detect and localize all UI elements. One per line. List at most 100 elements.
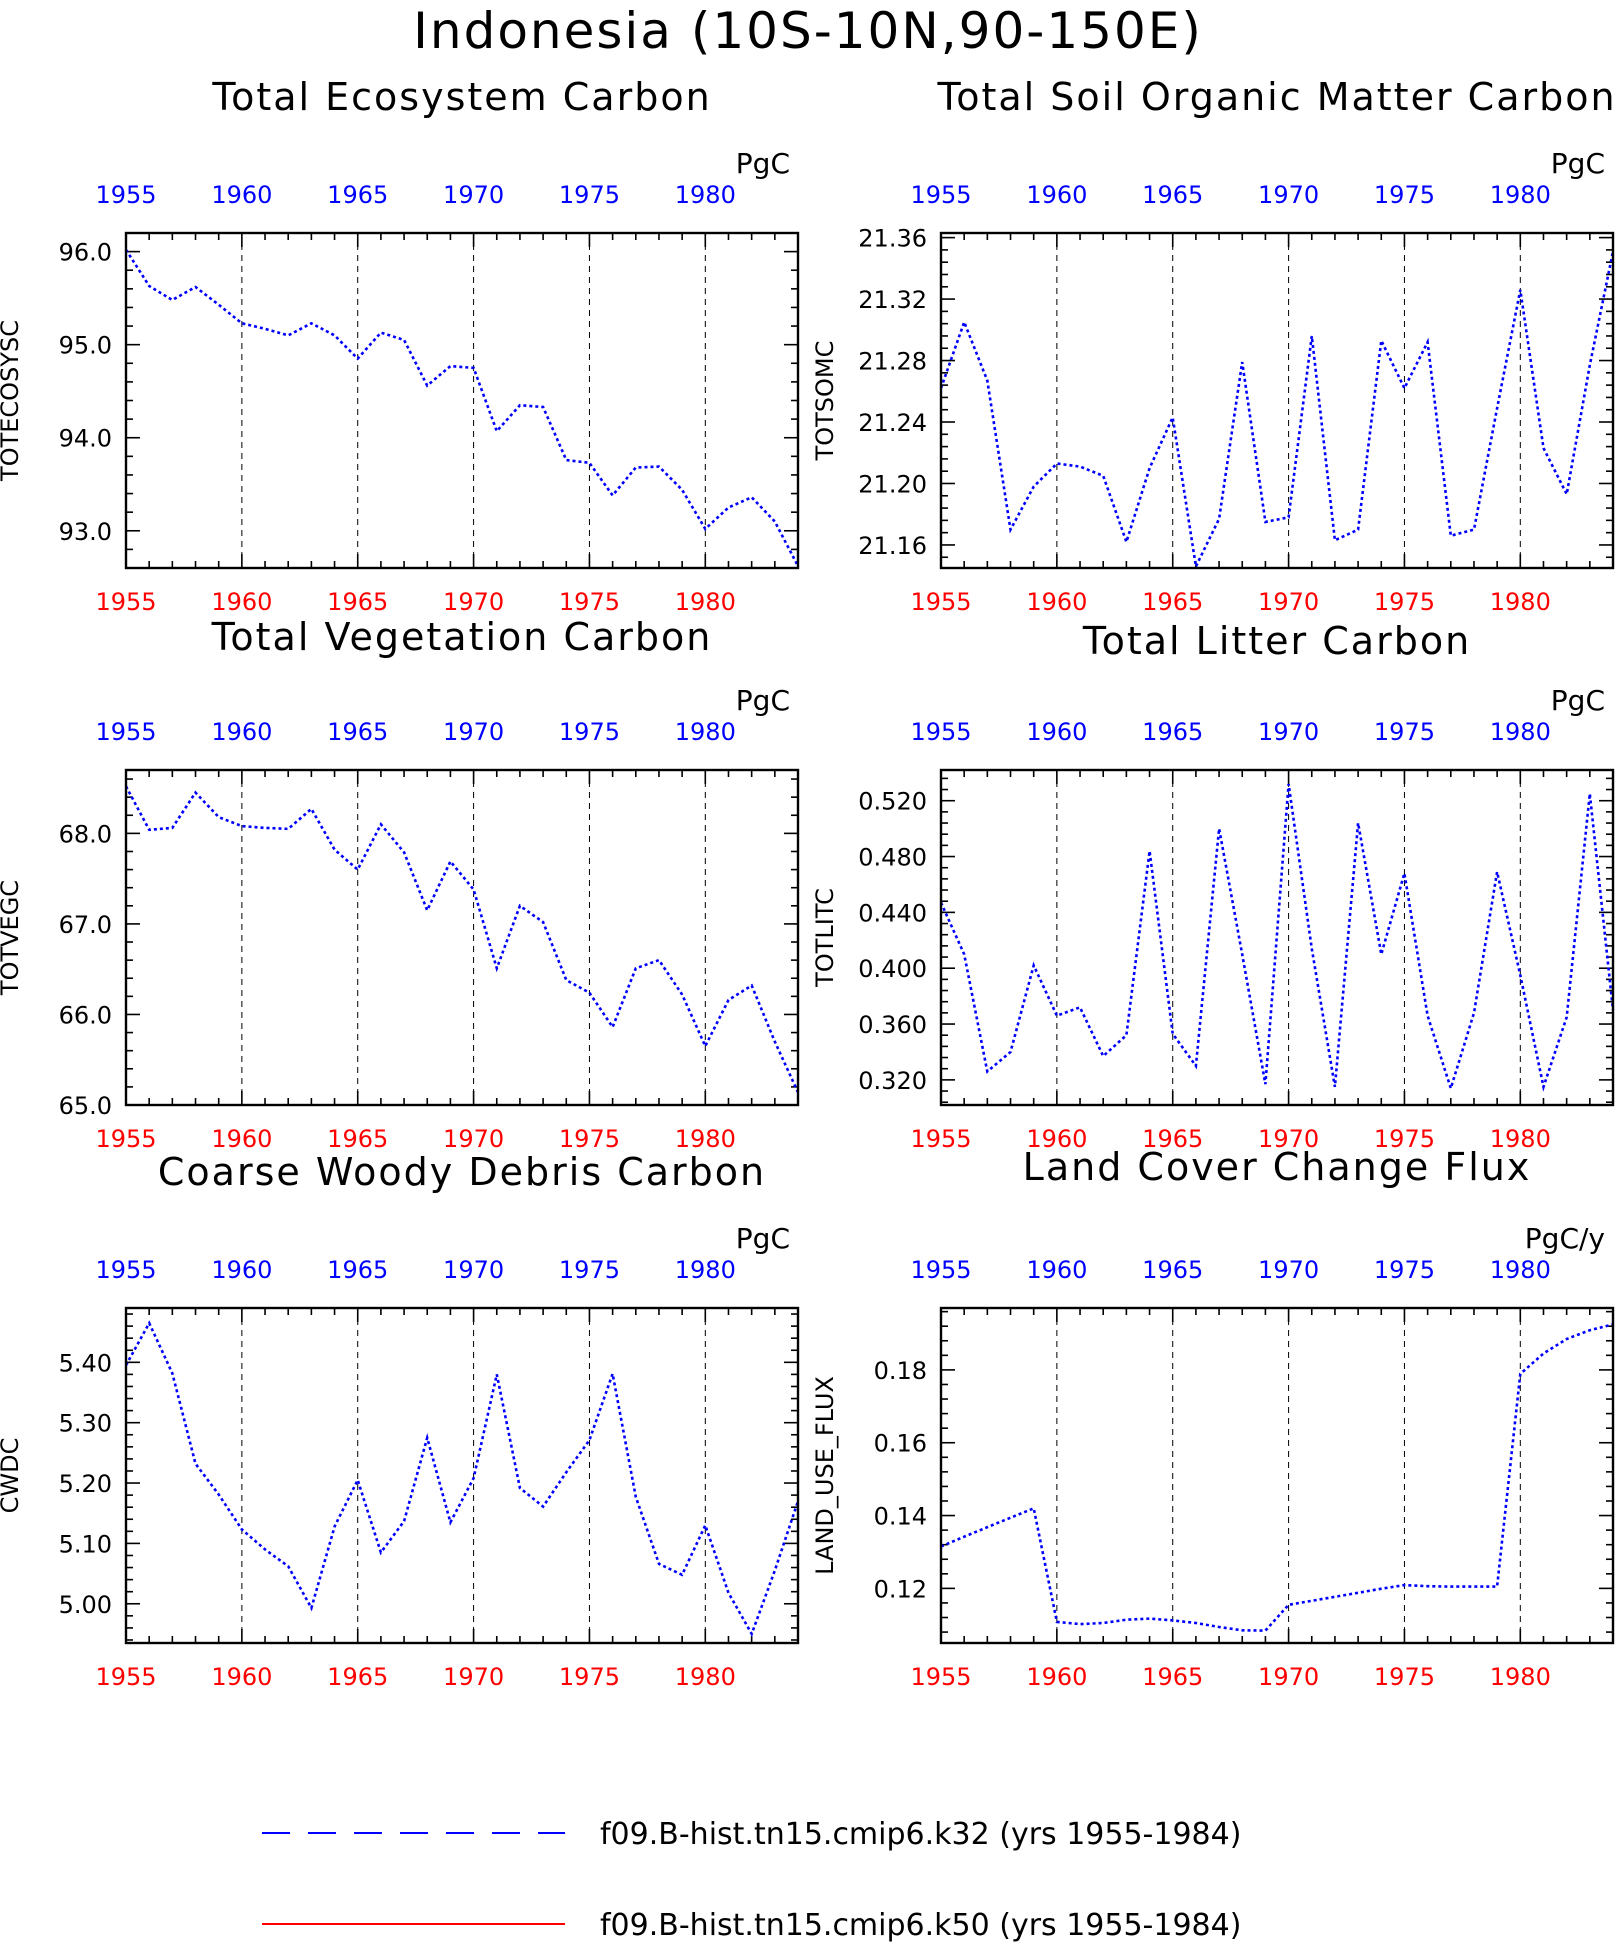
y-tick-label: 0.12 [874, 1575, 927, 1603]
x-tick-label-bottom: 1970 [443, 1125, 504, 1153]
series-line [940, 1323, 1614, 1632]
x-tick-label-top: 1975 [1374, 181, 1435, 209]
panel-1: Total Ecosystem Carbon PgC TOTECOSYSC 1955 1… [0, 75, 800, 616]
x-tick-label-bottom: 1980 [675, 1663, 736, 1691]
x-tick-label-top: 1980 [675, 181, 736, 209]
plot-frame [939, 768, 1615, 1107]
x-tick-label-top: 1975 [559, 1256, 620, 1284]
y-tick-label: 0.520 [858, 788, 927, 816]
x-tick-label-top: 1975 [559, 718, 620, 746]
x-tick-label-top: 1965 [327, 181, 388, 209]
x-tick-label-bottom: 1975 [559, 588, 620, 616]
panel-title: Total Ecosystem Carbon [211, 75, 711, 119]
units-label: PgC [736, 1222, 790, 1255]
y-tick-label: 0.440 [858, 899, 927, 927]
legend-item: f09.B-hist.tn15.cmip6.k32 (yrs 1955-1984… [262, 1817, 1241, 1852]
x-tick-label-top: 1970 [1258, 1256, 1319, 1284]
series-line [124, 785, 800, 1093]
y-tick-label: 21.32 [858, 286, 927, 314]
x-tick-label-top: 1965 [1142, 1256, 1203, 1284]
y-tick-label: 21.24 [858, 409, 927, 437]
y-tick-label: 0.16 [874, 1430, 927, 1458]
x-tick-label-bottom: 1960 [1026, 588, 1087, 616]
x-tick-label-top: 1955 [95, 181, 156, 209]
panel-6: Land Cover Change Flux PgC/y LAND_USE_FLUX… [811, 1145, 1615, 1691]
x-tick-label-bottom: 1965 [1142, 1125, 1203, 1153]
plot-frame [124, 1306, 800, 1645]
x-tick-label-top: 1970 [1258, 181, 1319, 209]
y-tick-label: 94.0 [59, 425, 112, 453]
x-tick-label-top: 1960 [1026, 718, 1087, 746]
y-axis-label: TOTLITC [811, 888, 839, 988]
x-tick-label-bottom: 1975 [1374, 588, 1435, 616]
legend-item: f09.B-hist.tn15.cmip6.k50 (yrs 1955-1984… [262, 1908, 1241, 1943]
x-tick-label-top: 1975 [1374, 718, 1435, 746]
x-tick-label-top: 1970 [443, 1256, 504, 1284]
x-tick-label-bottom: 1980 [1490, 1663, 1551, 1691]
x-tick-label-bottom: 1970 [1258, 1663, 1319, 1691]
x-tick-label-top: 1955 [910, 181, 971, 209]
x-tick-label-bottom: 1955 [95, 1125, 156, 1153]
x-tick-label-top: 1960 [1026, 1256, 1087, 1284]
legend-label: f09.B-hist.tn15.cmip6.k32 (yrs 1955-1984… [600, 1817, 1241, 1852]
panel-grid: Total Ecosystem Carbon PgC TOTECOSYSC 1955 1… [0, 75, 1615, 1691]
panel-2: Total Soil Organic Matter Carbon PgC TOTSO… [811, 75, 1615, 616]
x-tick-label-bottom: 1975 [1374, 1663, 1435, 1691]
x-tick-label-top: 1965 [1142, 718, 1203, 746]
x-tick-label-bottom: 1965 [1142, 588, 1203, 616]
x-tick-label-bottom: 1960 [211, 1125, 272, 1153]
x-tick-label-bottom: 1980 [675, 1125, 736, 1153]
x-tick-label-bottom: 1955 [95, 1663, 156, 1691]
x-tick-label-bottom: 1955 [95, 588, 156, 616]
panel-title: Land Cover Change Flux [1023, 1145, 1532, 1189]
panel-5: Coarse Woody Debris Carbon PgC CWDC 1955 195… [0, 1150, 800, 1691]
y-axis-label: TOTECOSYSC [0, 320, 24, 482]
panel-title: Coarse Woody Debris Carbon [158, 1150, 766, 1194]
series-line [939, 783, 1615, 1093]
y-tick-label: 0.320 [858, 1067, 927, 1095]
panel-title: Total Litter Carbon [1082, 619, 1471, 663]
x-tick-label-top: 1980 [1490, 718, 1551, 746]
units-label: PgC [1551, 684, 1605, 717]
units-label: PgC [736, 147, 790, 180]
x-tick-label-bottom: 1960 [211, 588, 272, 616]
x-tick-label-top: 1960 [211, 1256, 272, 1284]
y-tick-label: 66.0 [59, 1001, 112, 1029]
x-tick-label-bottom: 1955 [910, 1663, 971, 1691]
units-label: PgC [736, 684, 790, 717]
y-tick-label: 95.0 [59, 332, 112, 360]
units-label: PgC/y [1525, 1222, 1605, 1255]
x-tick-label-top: 1960 [1026, 181, 1087, 209]
plot-frame [939, 231, 1615, 570]
y-tick-label: 21.28 [858, 348, 927, 376]
y-tick-label: 0.400 [858, 955, 927, 983]
x-tick-label-bottom: 1965 [1142, 1663, 1203, 1691]
x-tick-label-top: 1980 [1490, 1256, 1551, 1284]
x-tick-label-bottom: 1965 [327, 1663, 388, 1691]
y-tick-label: 21.20 [858, 470, 927, 498]
x-tick-label-top: 1980 [1490, 181, 1551, 209]
x-tick-label-bottom: 1970 [1258, 588, 1319, 616]
x-tick-label-bottom: 1970 [443, 588, 504, 616]
y-tick-label: 5.30 [59, 1410, 112, 1438]
y-tick-label: 21.36 [858, 225, 927, 253]
x-tick-label-top: 1965 [327, 1256, 388, 1284]
legend: f09.B-hist.tn15.cmip6.k32 (yrs 1955-1984… [262, 1817, 1241, 1943]
x-tick-label-bottom: 1960 [1026, 1125, 1087, 1153]
x-tick-label-bottom: 1980 [1490, 588, 1551, 616]
y-tick-label: 0.14 [874, 1503, 927, 1531]
y-tick-label: 96.0 [59, 239, 112, 267]
y-tick-label: 0.360 [858, 1011, 927, 1039]
x-tick-label-top: 1965 [327, 718, 388, 746]
y-tick-label: 5.20 [59, 1470, 112, 1498]
y-tick-label: 5.10 [59, 1530, 112, 1558]
legend-label: f09.B-hist.tn15.cmip6.k50 (yrs 1955-1984… [600, 1908, 1241, 1943]
x-tick-label-top: 1965 [1142, 181, 1203, 209]
x-tick-label-bottom: 1965 [327, 588, 388, 616]
x-tick-label-top: 1955 [95, 1256, 156, 1284]
x-tick-label-top: 1975 [1374, 1256, 1435, 1284]
y-tick-label: 0.18 [874, 1357, 927, 1385]
y-tick-label: 5.00 [59, 1591, 112, 1619]
y-axis-label: TOTVEGC [0, 880, 24, 996]
